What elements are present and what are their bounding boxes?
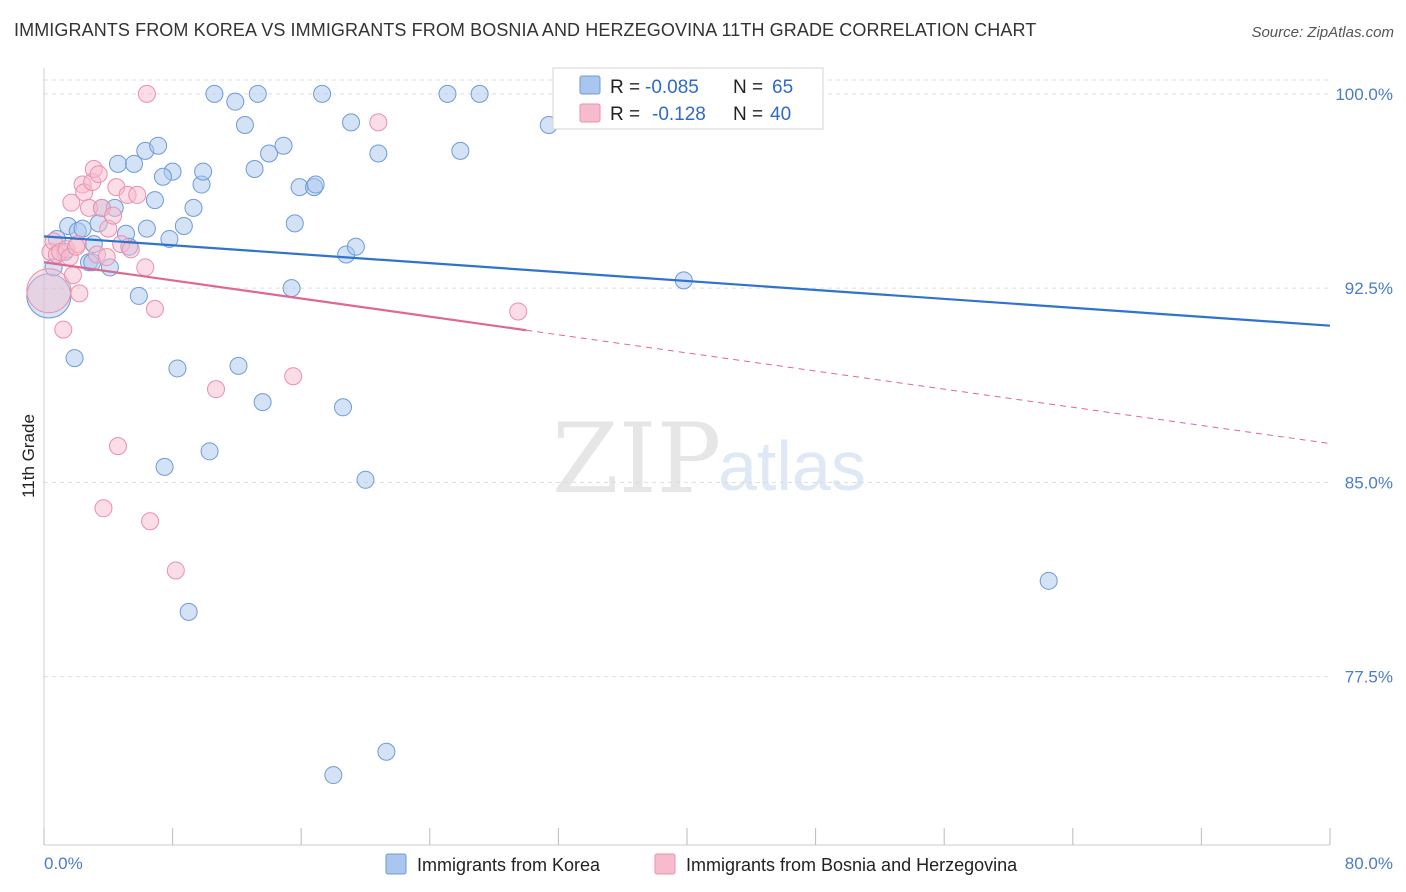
bosnia-point bbox=[166, 561, 185, 580]
korea-point bbox=[137, 219, 156, 238]
bosnia-points bbox=[26, 84, 528, 580]
korea-point bbox=[282, 279, 301, 298]
korea-point bbox=[129, 286, 148, 305]
bosnia-point bbox=[62, 193, 81, 212]
y-tick-label: 85.0% bbox=[1345, 473, 1393, 492]
bosnia-trendline bbox=[43, 261, 527, 332]
korea-point bbox=[1039, 571, 1058, 590]
korea-point bbox=[226, 92, 245, 111]
korea-point bbox=[145, 191, 164, 210]
legend-swatch-bosnia bbox=[579, 103, 601, 123]
legend-bosnia-r-value: -0.128 bbox=[652, 104, 706, 125]
korea-point bbox=[356, 470, 375, 489]
watermark-zip: ZIP bbox=[552, 403, 721, 515]
legend-bosnia-n-value: 40 bbox=[770, 104, 791, 125]
bosnia-point bbox=[145, 299, 164, 318]
bosnia-point bbox=[141, 512, 160, 531]
trendlines bbox=[43, 235, 1331, 445]
bosnia-point bbox=[284, 367, 303, 386]
korea-point bbox=[333, 398, 352, 417]
bottom-legend-bosnia: Immigrants from Bosnia and Herzegovina bbox=[686, 855, 1018, 875]
korea-point bbox=[438, 84, 457, 103]
y-tick-label: 92.5% bbox=[1345, 279, 1393, 298]
bosnia-point bbox=[89, 165, 108, 184]
korea-point bbox=[155, 457, 174, 476]
legend-bosnia-n-label: N = bbox=[733, 104, 763, 125]
korea-point bbox=[125, 154, 144, 173]
korea-point bbox=[377, 742, 396, 761]
bosnia-point bbox=[137, 84, 156, 103]
y-tick-label: 100.0% bbox=[1335, 85, 1393, 104]
korea-point bbox=[313, 84, 332, 103]
korea-point bbox=[205, 84, 224, 103]
watermark-atlas: atlas bbox=[718, 427, 866, 505]
bosnia-point bbox=[369, 113, 388, 132]
korea-point bbox=[168, 359, 187, 378]
korea-point bbox=[73, 219, 92, 238]
korea-point bbox=[324, 766, 343, 785]
korea-point bbox=[108, 154, 127, 173]
legend-korea-r-value: -0.085 bbox=[645, 77, 699, 98]
bosnia-point bbox=[108, 437, 127, 456]
bosnia-point bbox=[54, 320, 73, 339]
bosnia-point bbox=[104, 206, 123, 225]
korea-point bbox=[184, 198, 203, 217]
bosnia-point bbox=[94, 499, 113, 518]
y-axis-title: 11th Grade bbox=[19, 414, 38, 498]
bosnia-point bbox=[97, 248, 116, 267]
series-legend: Immigrants from Korea Immigrants from Bo… bbox=[385, 853, 1018, 875]
korea-point bbox=[346, 237, 365, 256]
korea-point bbox=[342, 113, 361, 132]
korea-point bbox=[245, 160, 264, 179]
korea-point bbox=[174, 216, 193, 235]
legend-korea-n-label: N = bbox=[733, 77, 763, 98]
x-ticks bbox=[43, 828, 1331, 845]
korea-point bbox=[253, 393, 272, 412]
korea-trendline bbox=[43, 235, 1331, 327]
bosnia-point bbox=[63, 266, 82, 285]
bosnia-point bbox=[128, 185, 147, 204]
legend-swatch-korea bbox=[579, 75, 601, 95]
korea-point bbox=[451, 141, 470, 160]
gridlines bbox=[44, 79, 1330, 678]
source-label: Source: ZipAtlas.com bbox=[1251, 24, 1394, 41]
korea-point bbox=[153, 167, 172, 186]
korea-point bbox=[369, 144, 388, 163]
korea-point bbox=[470, 84, 489, 103]
x-tick-label-min: 0.0% bbox=[44, 854, 83, 873]
korea-point bbox=[65, 349, 84, 368]
korea-point bbox=[149, 136, 168, 155]
korea-point bbox=[260, 144, 279, 163]
bottom-legend-swatch-bosnia bbox=[654, 853, 676, 875]
chart-title: IMMIGRANTS FROM KOREA VS IMMIGRANTS FROM… bbox=[14, 20, 1037, 40]
legend-korea-n-value: 65 bbox=[772, 77, 793, 98]
legend-korea-r-label: R = bbox=[610, 77, 640, 98]
korea-point bbox=[285, 214, 304, 233]
bottom-legend-korea: Immigrants from Korea bbox=[417, 855, 601, 875]
x-tick-label-max: 80.0% bbox=[1345, 854, 1393, 873]
legend-bosnia-r-label: R = bbox=[610, 104, 640, 125]
bottom-legend-swatch-korea bbox=[385, 853, 407, 875]
korea-point bbox=[160, 229, 179, 248]
korea-point bbox=[200, 442, 219, 461]
bosnia-point bbox=[509, 302, 528, 321]
bosnia-point bbox=[207, 380, 226, 399]
y-tick-labels: 100.0% 92.5% 85.0% 77.5% bbox=[1335, 85, 1393, 687]
korea-point bbox=[179, 602, 198, 621]
korea-point bbox=[229, 356, 248, 375]
stats-legend: R = -0.085 N = 65 R = -0.128 N = 40 bbox=[552, 67, 824, 130]
korea-point bbox=[274, 136, 293, 155]
korea-point bbox=[248, 84, 267, 103]
bosnia-point bbox=[67, 237, 86, 256]
korea-point bbox=[194, 162, 213, 181]
korea-point bbox=[306, 175, 325, 194]
bosnia-trendline-extrapolated bbox=[526, 329, 1331, 445]
y-tick-label: 77.5% bbox=[1345, 668, 1393, 687]
korea-points bbox=[26, 84, 1058, 785]
bosnia-point bbox=[70, 284, 89, 303]
bosnia-point bbox=[121, 240, 140, 259]
korea-point bbox=[235, 115, 254, 134]
bosnia-point bbox=[136, 258, 155, 277]
